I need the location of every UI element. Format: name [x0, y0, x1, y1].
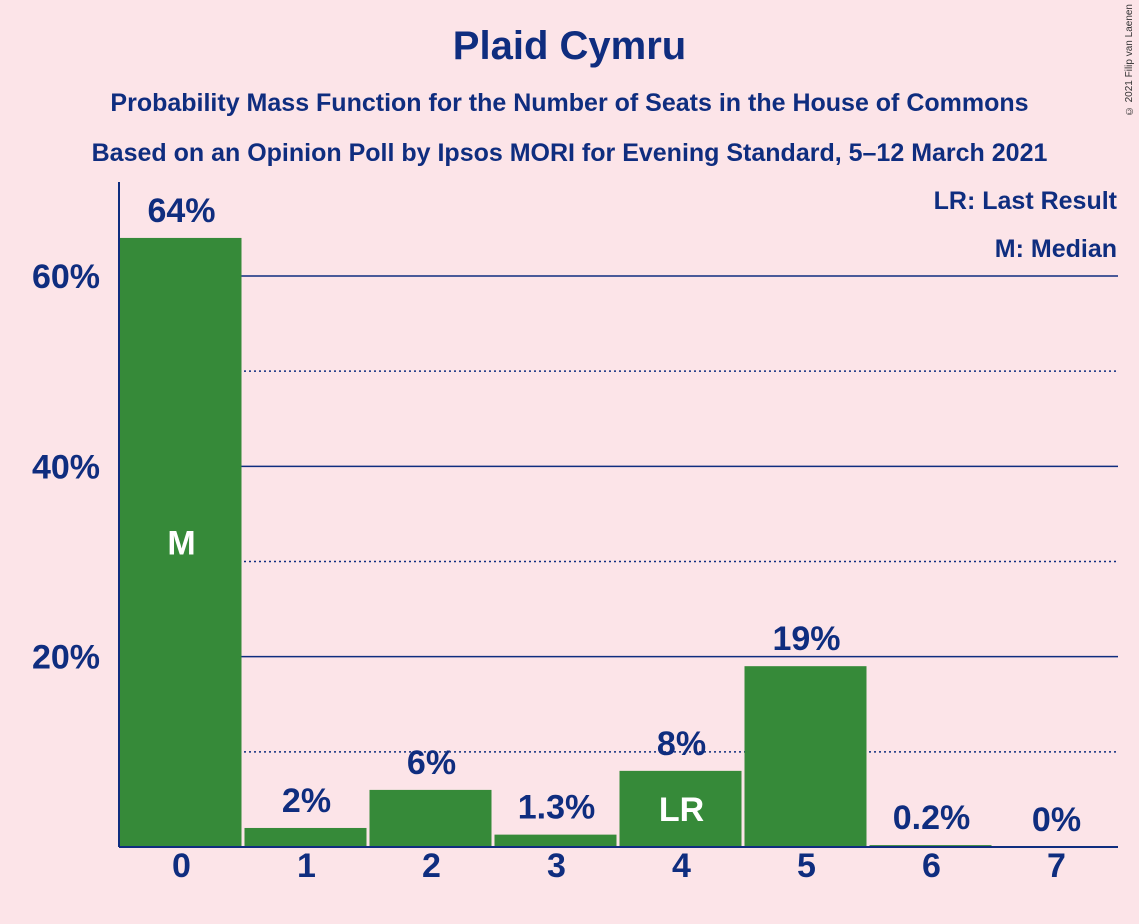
x-tick-label: 1: [297, 847, 316, 885]
legend-last-result: LR: Last Result: [934, 187, 1118, 215]
chart-subtitle: Probability Mass Function for the Number…: [110, 89, 1029, 117]
y-tick-label: 60%: [32, 258, 100, 296]
bar-value-label: 6%: [407, 744, 456, 782]
legend-median: M: Median: [995, 235, 1117, 263]
axes: [118, 182, 1118, 848]
bar-marker-label: LR: [659, 791, 704, 829]
bar-value-label: 1.3%: [518, 789, 596, 827]
bar-marker-label: M: [167, 524, 195, 562]
bar-value-label: 2%: [282, 782, 331, 820]
bar: [244, 827, 367, 847]
y-tick-label: 40%: [32, 448, 100, 486]
bar-value-label: 64%: [147, 192, 215, 230]
x-tick-label: 5: [797, 847, 816, 885]
chart-title: Plaid Cymru: [452, 24, 687, 68]
bar: [119, 237, 242, 847]
x-tick-label: 2: [422, 847, 441, 885]
gridlines: 20% 40% 60%: [32, 258, 1118, 753]
y-tick-label: 20%: [32, 639, 100, 677]
bar: [494, 834, 617, 847]
bar-value-label: 19%: [772, 620, 840, 658]
bar: [744, 666, 867, 847]
x-tick-label: 7: [1047, 847, 1066, 885]
x-tick-label: 0: [172, 847, 191, 885]
chart-subtitle-source: Based on an Opinion Poll by Ipsos MORI f…: [91, 139, 1048, 167]
bar-value-label: 0%: [1032, 801, 1081, 839]
x-tick-label: 4: [672, 847, 691, 885]
bar: [619, 770, 742, 847]
bar-value-label: 8%: [657, 725, 706, 763]
x-tick-label: 3: [547, 847, 566, 885]
x-tick-label: 6: [922, 847, 941, 885]
value-labels: 64% 0 M 2% 1 6% 2 1.3% 3 8% 4 LR 19% 5 0.2% 6 0% 7: [147, 192, 1081, 885]
bars: [119, 237, 992, 847]
bar: [369, 789, 492, 847]
bar-value-label: 0.2%: [893, 799, 971, 837]
